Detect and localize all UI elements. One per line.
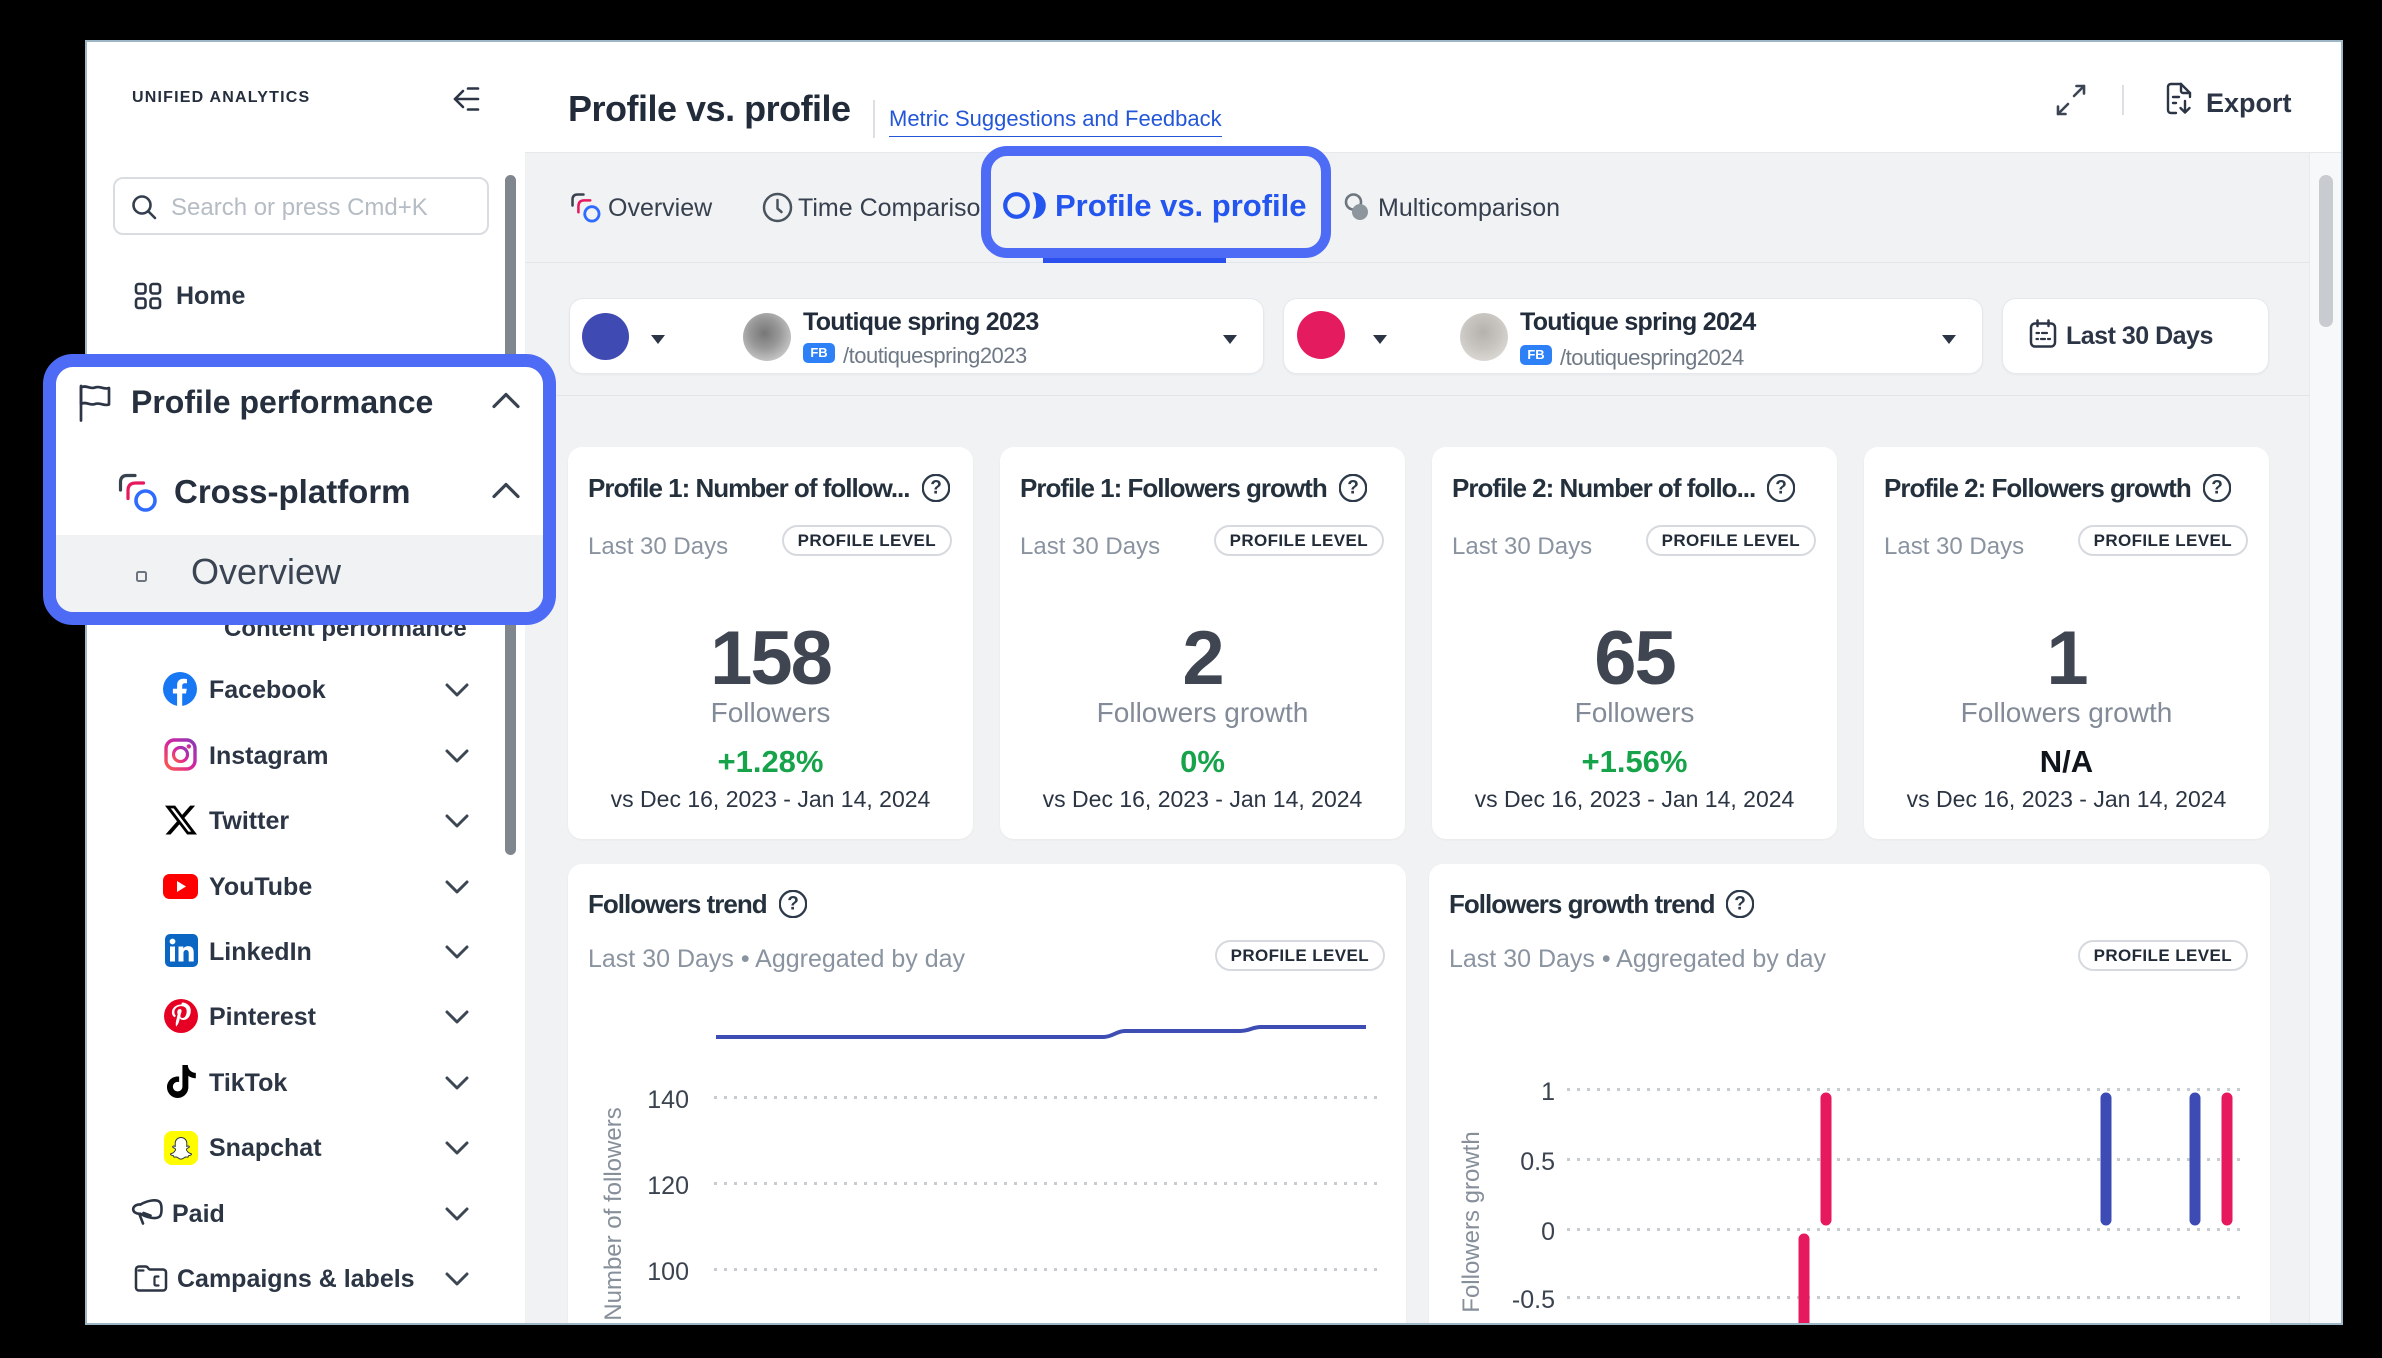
svg-text:?: ? <box>1775 478 1787 499</box>
svg-text:?: ? <box>930 478 942 499</box>
svg-text:?: ? <box>1347 478 1359 499</box>
svg-text:?: ? <box>2211 478 2223 499</box>
svg-text:?: ? <box>1735 894 1747 915</box>
svg-text:?: ? <box>787 894 799 915</box>
